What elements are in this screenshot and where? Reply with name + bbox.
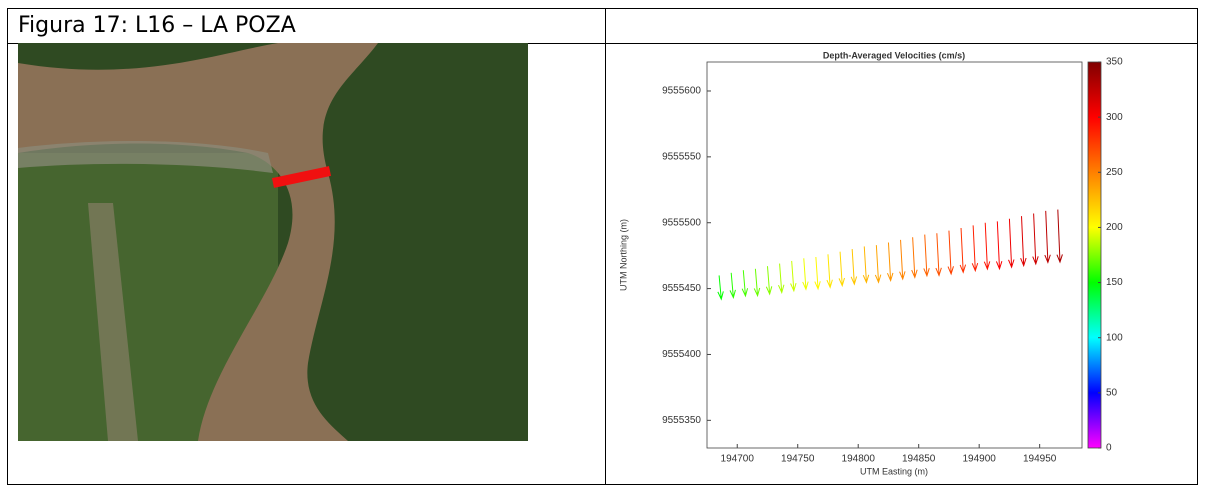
velocity-arrow	[923, 234, 930, 278]
x-tick-label: 194800	[842, 454, 876, 465]
velocity-arrow	[947, 230, 954, 276]
satellite-image	[18, 43, 528, 441]
caption: Figura 17: L16 – LA POZA	[7, 8, 606, 44]
velocity-arrow	[778, 263, 785, 294]
velocity-arrow	[729, 272, 736, 300]
velocity-arrow	[1008, 218, 1015, 269]
header-cell	[605, 8, 1198, 44]
x-tick-label: 194700	[721, 454, 755, 465]
velocity-arrow	[971, 225, 979, 273]
y-tick-label: 9555550	[662, 151, 701, 162]
velocity-arrow	[874, 245, 882, 284]
velocity-arrow	[1032, 213, 1039, 266]
chart-cell	[605, 43, 1198, 485]
colorbar-tick-label: 350	[1106, 57, 1123, 68]
x-axis-label: UTM Easting (m)	[860, 466, 928, 476]
velocity-arrow	[826, 254, 833, 289]
velocity-arrow	[802, 258, 809, 291]
velocity-arrow	[887, 242, 894, 283]
chart: Depth-Averaged Velocities (cm/s) UTM Eas…	[618, 50, 1123, 476]
colorbar-tick-label: 300	[1106, 112, 1123, 123]
colorbar-tick-label: 0	[1106, 443, 1112, 454]
colorbar-tick-label: 150	[1106, 277, 1123, 288]
velocity-arrow	[850, 249, 858, 286]
velocity-arrow	[838, 251, 845, 288]
velocity-arrow	[1020, 216, 1027, 268]
x-tick-label: 194850	[902, 454, 936, 465]
velocity-arrow	[814, 256, 821, 291]
plot-area	[706, 61, 1083, 449]
velocity-arrow	[1056, 209, 1063, 264]
velocity-arrow	[911, 237, 918, 279]
y-axis-label: UTM Northing (m)	[618, 219, 628, 291]
x-tick-label: 194900	[962, 454, 996, 465]
colorbar	[1087, 61, 1102, 449]
velocity-arrow	[1044, 210, 1051, 264]
velocity-arrow	[899, 239, 906, 281]
velocity-arrow	[862, 246, 870, 284]
colorbar-tick-label: 200	[1106, 222, 1123, 233]
y-tick-label: 9555400	[662, 349, 701, 360]
velocity-arrow	[995, 221, 1003, 271]
section-marker	[271, 166, 332, 188]
colorbar-tick-label: 250	[1106, 167, 1123, 178]
colorbar-tick-label: 100	[1106, 332, 1123, 343]
velocity-arrow	[935, 233, 942, 277]
y-tick-label: 9555600	[662, 86, 701, 97]
velocity-arrow	[717, 275, 724, 301]
velocity-arrow	[983, 222, 991, 271]
y-tick-label: 9555500	[662, 217, 701, 228]
colorbar-tick-label: 50	[1106, 387, 1118, 398]
velocity-arrow	[790, 260, 797, 293]
velocity-arrow	[765, 266, 773, 296]
x-tick-label: 194750	[781, 454, 815, 465]
y-tick-label: 9555450	[662, 283, 701, 294]
velocity-arrow	[753, 268, 761, 298]
chart-title: Depth-Averaged Velocities (cm/s)	[823, 50, 965, 60]
velocity-arrow	[741, 270, 749, 298]
x-tick-label: 194950	[1023, 454, 1057, 465]
velocity-arrow	[959, 227, 967, 274]
y-tick-label: 9555350	[662, 415, 701, 426]
